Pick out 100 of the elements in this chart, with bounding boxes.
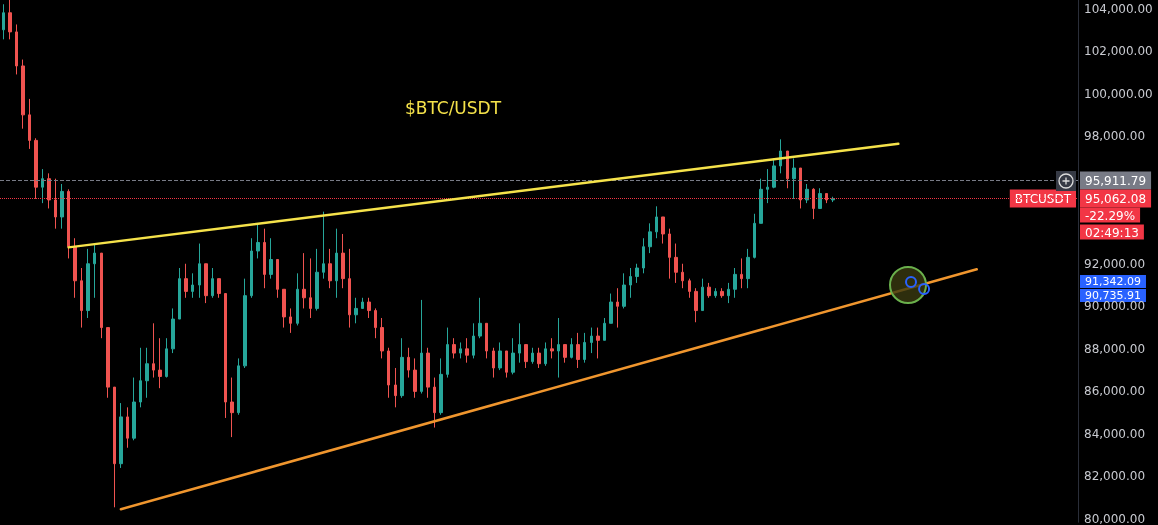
candlestick <box>224 293 227 419</box>
candlestick <box>420 299 423 394</box>
candlestick <box>688 278 691 299</box>
candlestick <box>2 3 5 40</box>
candlestick <box>106 327 110 399</box>
candlestick <box>302 252 306 309</box>
candlestick <box>459 341 462 359</box>
candlestick <box>67 188 70 259</box>
candlestick <box>668 228 671 280</box>
candlestick <box>250 237 253 299</box>
y-tick-label: 84,000.00 <box>1084 426 1146 441</box>
candlestick <box>629 267 632 299</box>
candlestick <box>34 137 38 200</box>
candlestick <box>707 282 711 299</box>
candlestick <box>47 172 51 209</box>
candlestick <box>563 344 567 364</box>
candlestick <box>204 263 208 304</box>
candlestick <box>818 187 822 209</box>
candlestick <box>635 263 639 284</box>
candlestick <box>380 317 384 359</box>
candlestick <box>165 337 168 379</box>
candlestick <box>315 248 319 312</box>
candlestick <box>740 257 743 289</box>
candlestick <box>296 272 299 326</box>
candlestick <box>799 167 802 209</box>
candlestick <box>661 216 665 245</box>
candlestick <box>465 337 469 364</box>
candlestick <box>119 402 123 469</box>
candlestick <box>211 267 214 299</box>
candlestick <box>518 322 521 364</box>
candlestick <box>28 98 31 150</box>
candlestick <box>511 337 515 375</box>
candlestick <box>256 222 260 259</box>
ref-line-label: 95,062.08 <box>1085 191 1147 206</box>
candlestick <box>282 288 286 329</box>
candlestick <box>60 183 64 230</box>
candlestick <box>328 248 332 289</box>
candlestick <box>8 0 12 40</box>
candlestick <box>505 350 508 379</box>
y-tick-label: 102,000.00 <box>1084 44 1153 59</box>
candlestick <box>531 347 534 365</box>
candlestick <box>100 252 103 339</box>
candlestick <box>576 332 580 369</box>
candlestick <box>73 237 77 299</box>
candlestick <box>374 307 377 339</box>
candlestick <box>681 263 684 289</box>
text: $BTC/USDT <box>404 97 502 118</box>
candlestick <box>354 297 358 324</box>
candlestick <box>158 337 162 389</box>
candlestick <box>309 257 312 319</box>
candlestick <box>786 150 789 189</box>
text: 90,735.91 <box>1085 289 1141 302</box>
candlestick <box>178 267 181 320</box>
candlestick <box>86 248 90 319</box>
y-tick-label: 82,000.00 <box>1084 469 1146 484</box>
candlestick <box>753 213 756 259</box>
candlestick <box>550 337 554 359</box>
text: 02:49:13 <box>1085 225 1139 240</box>
candlestick <box>472 322 475 359</box>
candlestick <box>41 168 44 204</box>
candlestick <box>805 183 809 204</box>
candlestick <box>113 386 116 508</box>
candlestick <box>492 347 495 379</box>
candlestick <box>622 272 626 309</box>
candlestick <box>21 59 25 130</box>
ref-line-label: 95,911.79 <box>1085 173 1147 188</box>
candlestick <box>191 272 194 299</box>
candlestick <box>145 347 149 399</box>
candlestick <box>413 357 417 399</box>
text: 91,342.09 <box>1085 275 1141 288</box>
y-tick-label: 92,000.00 <box>1084 256 1146 271</box>
candlestick <box>335 228 338 299</box>
candlestick <box>217 278 221 299</box>
candlestick <box>694 287 698 323</box>
candlestick <box>387 347 390 399</box>
candlestick <box>341 233 345 289</box>
candlestick <box>759 178 763 224</box>
candlestick <box>452 337 456 359</box>
candlestick <box>361 297 364 309</box>
candlestick <box>289 307 292 334</box>
candlestick <box>348 248 351 329</box>
candlestick <box>766 168 769 204</box>
candlestick <box>237 357 240 416</box>
candlestick <box>825 193 828 204</box>
candlestick <box>243 278 247 369</box>
candlestick <box>792 157 796 200</box>
candlestick <box>583 332 586 364</box>
y-tick-label: 88,000.00 <box>1084 341 1146 356</box>
candlestick <box>407 347 410 379</box>
candlestick <box>80 267 83 329</box>
candlestick <box>524 344 528 369</box>
y-tick-label: 98,000.00 <box>1084 129 1146 144</box>
candlestick <box>498 341 502 371</box>
candlestick <box>198 243 201 299</box>
candlestick <box>701 278 704 312</box>
candlestick <box>367 297 371 319</box>
candlestick <box>152 322 155 379</box>
candlestick <box>132 377 136 441</box>
candlestick <box>714 287 717 299</box>
candlestick <box>439 357 443 416</box>
